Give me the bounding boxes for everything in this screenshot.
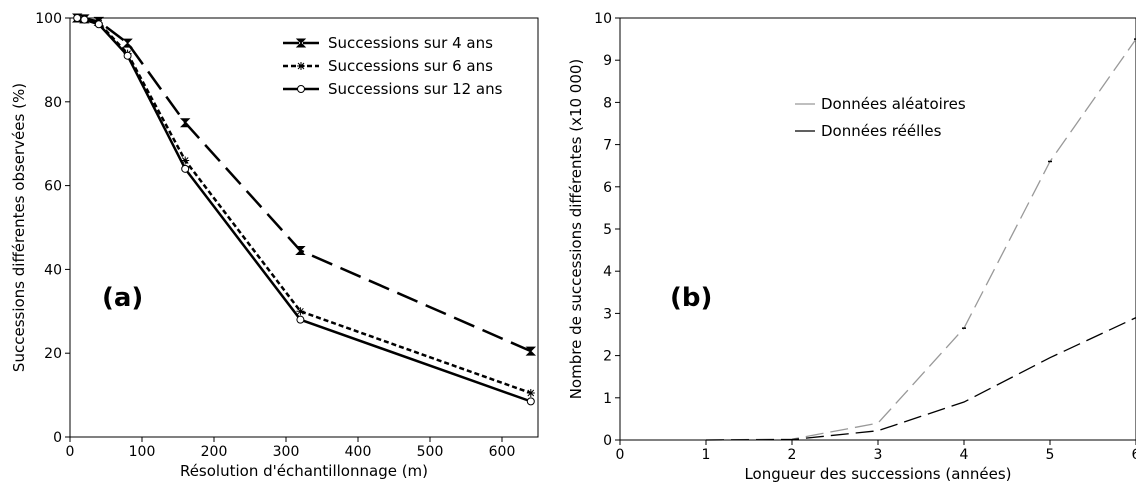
y-tick-label: 0: [53, 430, 62, 446]
legend-label-4-ans: Successions sur 4 ans: [328, 34, 493, 52]
panel-b: 0 1 2 3 4 5 6 0 1 2 3 4 5 6 7 8 9 10 Longueur des succes…: [567, 11, 1136, 483]
y-tick-label: 4: [603, 264, 612, 280]
legend-entry-12-ans: Successions sur 12 ans: [283, 80, 503, 98]
panel-a: 0 100 200 300 400 500 600 0 20 40 60 80 100 Résolut…: [10, 11, 539, 480]
y-tick-label: 20: [44, 346, 62, 362]
x-axis-ticks-a: 0 100 200 300 400 500 600: [66, 437, 516, 460]
x-tick-label: 5: [1046, 447, 1055, 463]
data-point-12-ans: [123, 51, 132, 60]
y-tick-label: 9: [603, 53, 612, 69]
legend-marker-12-ans: [297, 85, 305, 93]
data-point-12-ans: [73, 14, 82, 22]
series-group-b: [705, 38, 1136, 441]
panel-label-b: (b): [670, 283, 712, 313]
y-tick-label: 80: [44, 95, 62, 111]
series-line-reelles: [705, 317, 1136, 441]
y-axis-ticks-a: 0 20 40 60 80 100: [35, 11, 70, 446]
plot-frame-a: [69, 17, 539, 438]
y-tick-label: 10: [594, 11, 612, 27]
x-axis-ticks-b: 0 1 2 3 4 5 6: [616, 440, 1136, 463]
y-tick-label: 2: [603, 349, 612, 365]
y-tick-label: 3: [603, 306, 612, 322]
data-point-6-ans: [296, 307, 305, 316]
data-point-12-ans: [80, 15, 89, 24]
series-line-12-ans: [76, 16, 532, 403]
x-tick-label: 0: [66, 444, 75, 460]
y-tick-label: 8: [603, 95, 612, 111]
y-tick-label: 40: [44, 262, 62, 278]
legend-b: Données aléatoires Données réélles: [795, 95, 966, 140]
y-tick-label: 7: [603, 138, 612, 154]
y-axis-label-a: Successions différentes observées (%): [10, 83, 28, 372]
x-tick-label: 4: [960, 447, 969, 463]
data-point-6-ans: [181, 156, 190, 165]
legend-label-6-ans: Successions sur 6 ans: [328, 57, 493, 75]
y-axis-ticks-b: 0 1 2 3 4 5 6 7 8 9 10: [594, 11, 620, 449]
legend-a: Successions sur 4 ans Successions sur 6 …: [283, 34, 503, 98]
x-tick-label: 100: [129, 444, 156, 460]
y-axis-label-b: Nombre de successions différentes (x10 0…: [567, 59, 585, 400]
y-tick-label: 1: [603, 391, 612, 407]
plot-frame-b: [619, 17, 1136, 441]
data-point-12-ans: [526, 397, 535, 406]
legend-label-aleatoires: Données aléatoires: [821, 95, 966, 113]
x-tick-label: 2: [788, 447, 797, 463]
data-point-12-ans: [296, 315, 305, 324]
x-tick-label: 500: [417, 444, 444, 460]
x-tick-label: 200: [201, 444, 228, 460]
legend-marker-6-ans: [297, 62, 305, 70]
x-tick-label: 3: [874, 447, 883, 463]
y-tick-label: 100: [35, 11, 62, 27]
legend-label-12-ans: Successions sur 12 ans: [328, 80, 503, 98]
x-tick-label: 1: [702, 447, 711, 463]
y-tick-label: 5: [603, 222, 612, 238]
x-tick-label: 300: [273, 444, 300, 460]
data-point-12-ans: [94, 20, 103, 29]
legend-marker-4-ans: [295, 38, 307, 48]
series-line-aleatoires: [705, 38, 1136, 441]
x-tick-label: 400: [345, 444, 372, 460]
legend-entry-reelles: Données réélles: [795, 122, 942, 140]
x-axis-label-a: Résolution d'échantillonnage (m): [180, 462, 428, 480]
x-tick-label: 600: [489, 444, 516, 460]
y-tick-label: 6: [603, 180, 612, 196]
legend-label-reelles: Données réélles: [821, 122, 942, 140]
data-point-4-ans: [122, 38, 133, 48]
x-axis-label-b: Longueur des successions (années): [744, 465, 1011, 483]
data-point-12-ans: [181, 164, 190, 173]
y-tick-label: 0: [603, 433, 612, 449]
data-point-4-ans: [295, 246, 306, 256]
panel-label-a: (a): [102, 283, 143, 313]
data-point-6-ans: [526, 389, 535, 398]
legend-entry-aleatoires: Données aléatoires: [795, 95, 966, 113]
x-tick-label: 6: [1132, 447, 1136, 463]
legend-entry-4-ans: Successions sur 4 ans: [283, 34, 493, 52]
data-point-4-ans: [525, 346, 537, 356]
legend-entry-6-ans: Successions sur 6 ans: [283, 57, 493, 75]
series-group-a: [71, 13, 537, 406]
y-tick-label: 60: [44, 179, 62, 195]
data-point-4-ans: [179, 118, 191, 128]
x-tick-label: 0: [616, 447, 625, 463]
